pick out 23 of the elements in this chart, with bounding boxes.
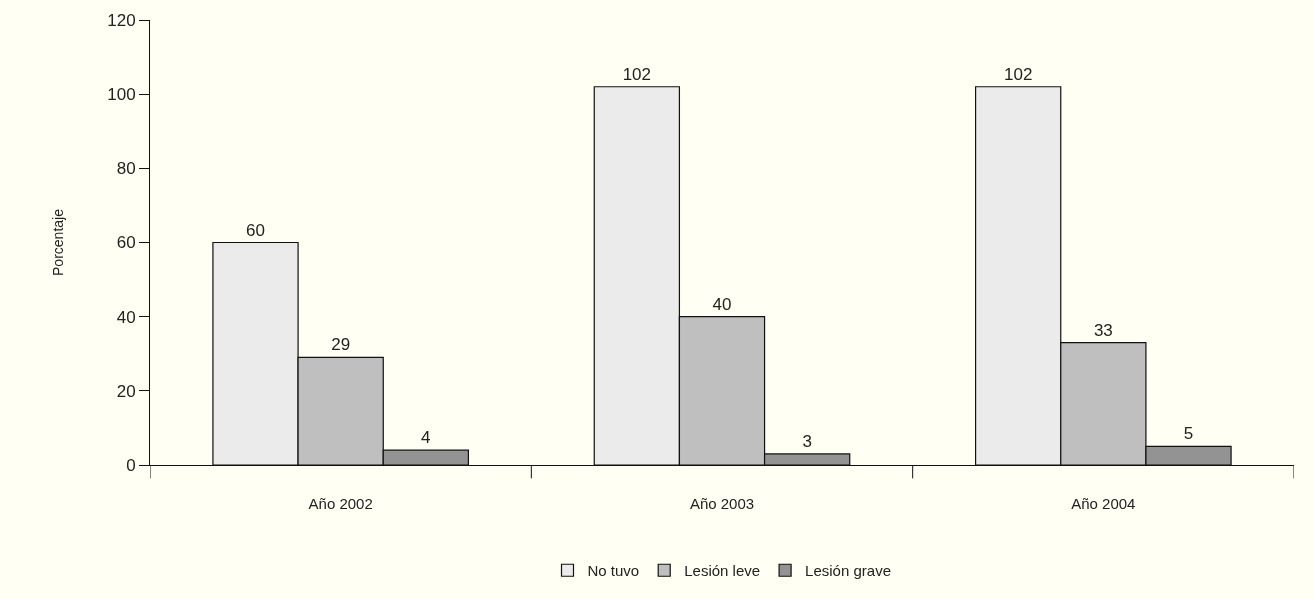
data-label: 40	[712, 294, 732, 314]
data-label: 3	[802, 431, 812, 451]
x-tick-label: Año 2004	[1071, 495, 1136, 512]
data-label: 60	[246, 220, 265, 240]
data-label: 5	[1183, 424, 1194, 444]
y-tick-label: 80	[116, 159, 136, 179]
legend-label: No tuvo	[587, 562, 640, 580]
y-tick-label: 100	[107, 85, 136, 105]
legend-label: Lesión leve	[684, 562, 761, 580]
data-label: 102	[1003, 64, 1033, 84]
data-label: 4	[421, 428, 431, 448]
x-tick-label: Año 2002	[308, 495, 373, 512]
y-tick-label: 40	[116, 307, 136, 327]
y-tick-label: 0	[126, 455, 136, 475]
y-tick-label: 120	[107, 10, 136, 30]
data-label: 102	[622, 64, 652, 84]
y-tick-label: 60	[116, 233, 136, 253]
y-axis-title: Porcentaje	[49, 208, 66, 276]
legend-label: Lesión grave	[805, 562, 891, 580]
x-tick-label: Año 2003	[689, 495, 755, 512]
y-tick-label: 20	[116, 381, 136, 401]
data-label: 29	[331, 335, 351, 355]
data-label: 33	[1093, 320, 1113, 340]
